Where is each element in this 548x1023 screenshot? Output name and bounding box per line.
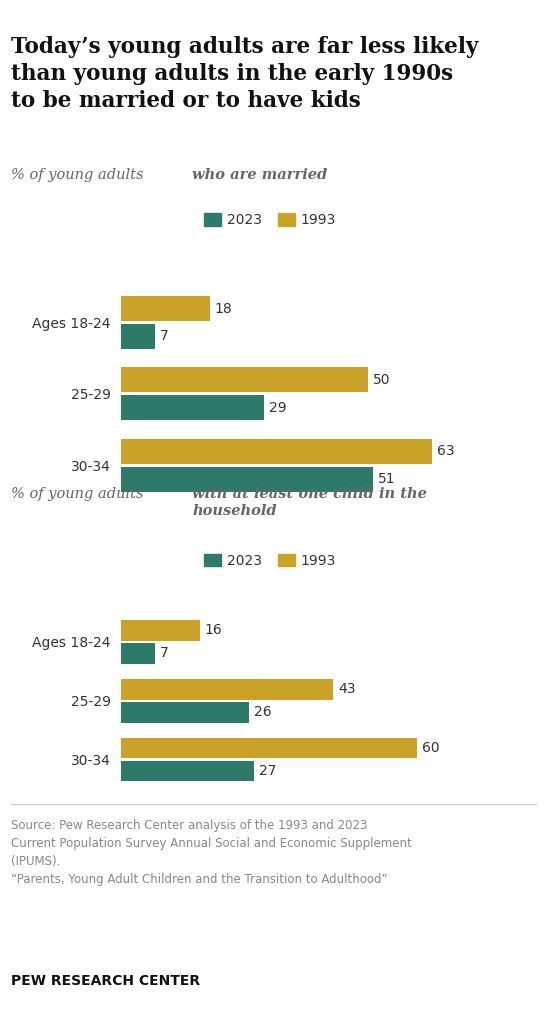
Text: 7: 7 bbox=[160, 647, 169, 660]
Bar bbox=[121, 643, 155, 664]
Bar bbox=[121, 466, 373, 491]
Text: who are married: who are married bbox=[192, 168, 328, 182]
Bar bbox=[121, 761, 254, 782]
Text: Today’s young adults are far less likely
than young adults in the early 1990s
to: Today’s young adults are far less likely… bbox=[11, 36, 478, 112]
Text: 29: 29 bbox=[269, 401, 287, 414]
Text: 51: 51 bbox=[378, 472, 396, 486]
Text: % of young adults: % of young adults bbox=[11, 168, 148, 182]
Legend: 2023, 1993: 2023, 1993 bbox=[199, 548, 341, 574]
Text: 63: 63 bbox=[437, 444, 455, 458]
Text: 27: 27 bbox=[259, 764, 277, 779]
Bar bbox=[121, 324, 155, 349]
Text: PEW RESEARCH CENTER: PEW RESEARCH CENTER bbox=[11, 974, 200, 988]
Bar bbox=[121, 679, 333, 700]
Bar bbox=[121, 620, 199, 640]
Bar bbox=[121, 702, 249, 722]
Bar bbox=[121, 297, 209, 321]
Text: 26: 26 bbox=[254, 705, 272, 719]
Bar bbox=[121, 439, 432, 463]
Bar bbox=[121, 395, 264, 420]
Text: with at least one child in the
household: with at least one child in the household bbox=[192, 487, 427, 519]
Text: % of young adults: % of young adults bbox=[11, 487, 148, 501]
Text: 18: 18 bbox=[215, 302, 232, 316]
Text: Source: Pew Research Center analysis of the 1993 and 2023
Current Population Sur: Source: Pew Research Center analysis of … bbox=[11, 819, 412, 886]
Text: 50: 50 bbox=[373, 373, 390, 387]
Text: 16: 16 bbox=[204, 623, 222, 637]
Bar bbox=[121, 738, 418, 758]
Bar bbox=[121, 367, 368, 393]
Text: 7: 7 bbox=[160, 329, 169, 344]
Text: 43: 43 bbox=[338, 682, 356, 697]
Legend: 2023, 1993: 2023, 1993 bbox=[199, 208, 341, 233]
Text: 60: 60 bbox=[423, 742, 440, 755]
